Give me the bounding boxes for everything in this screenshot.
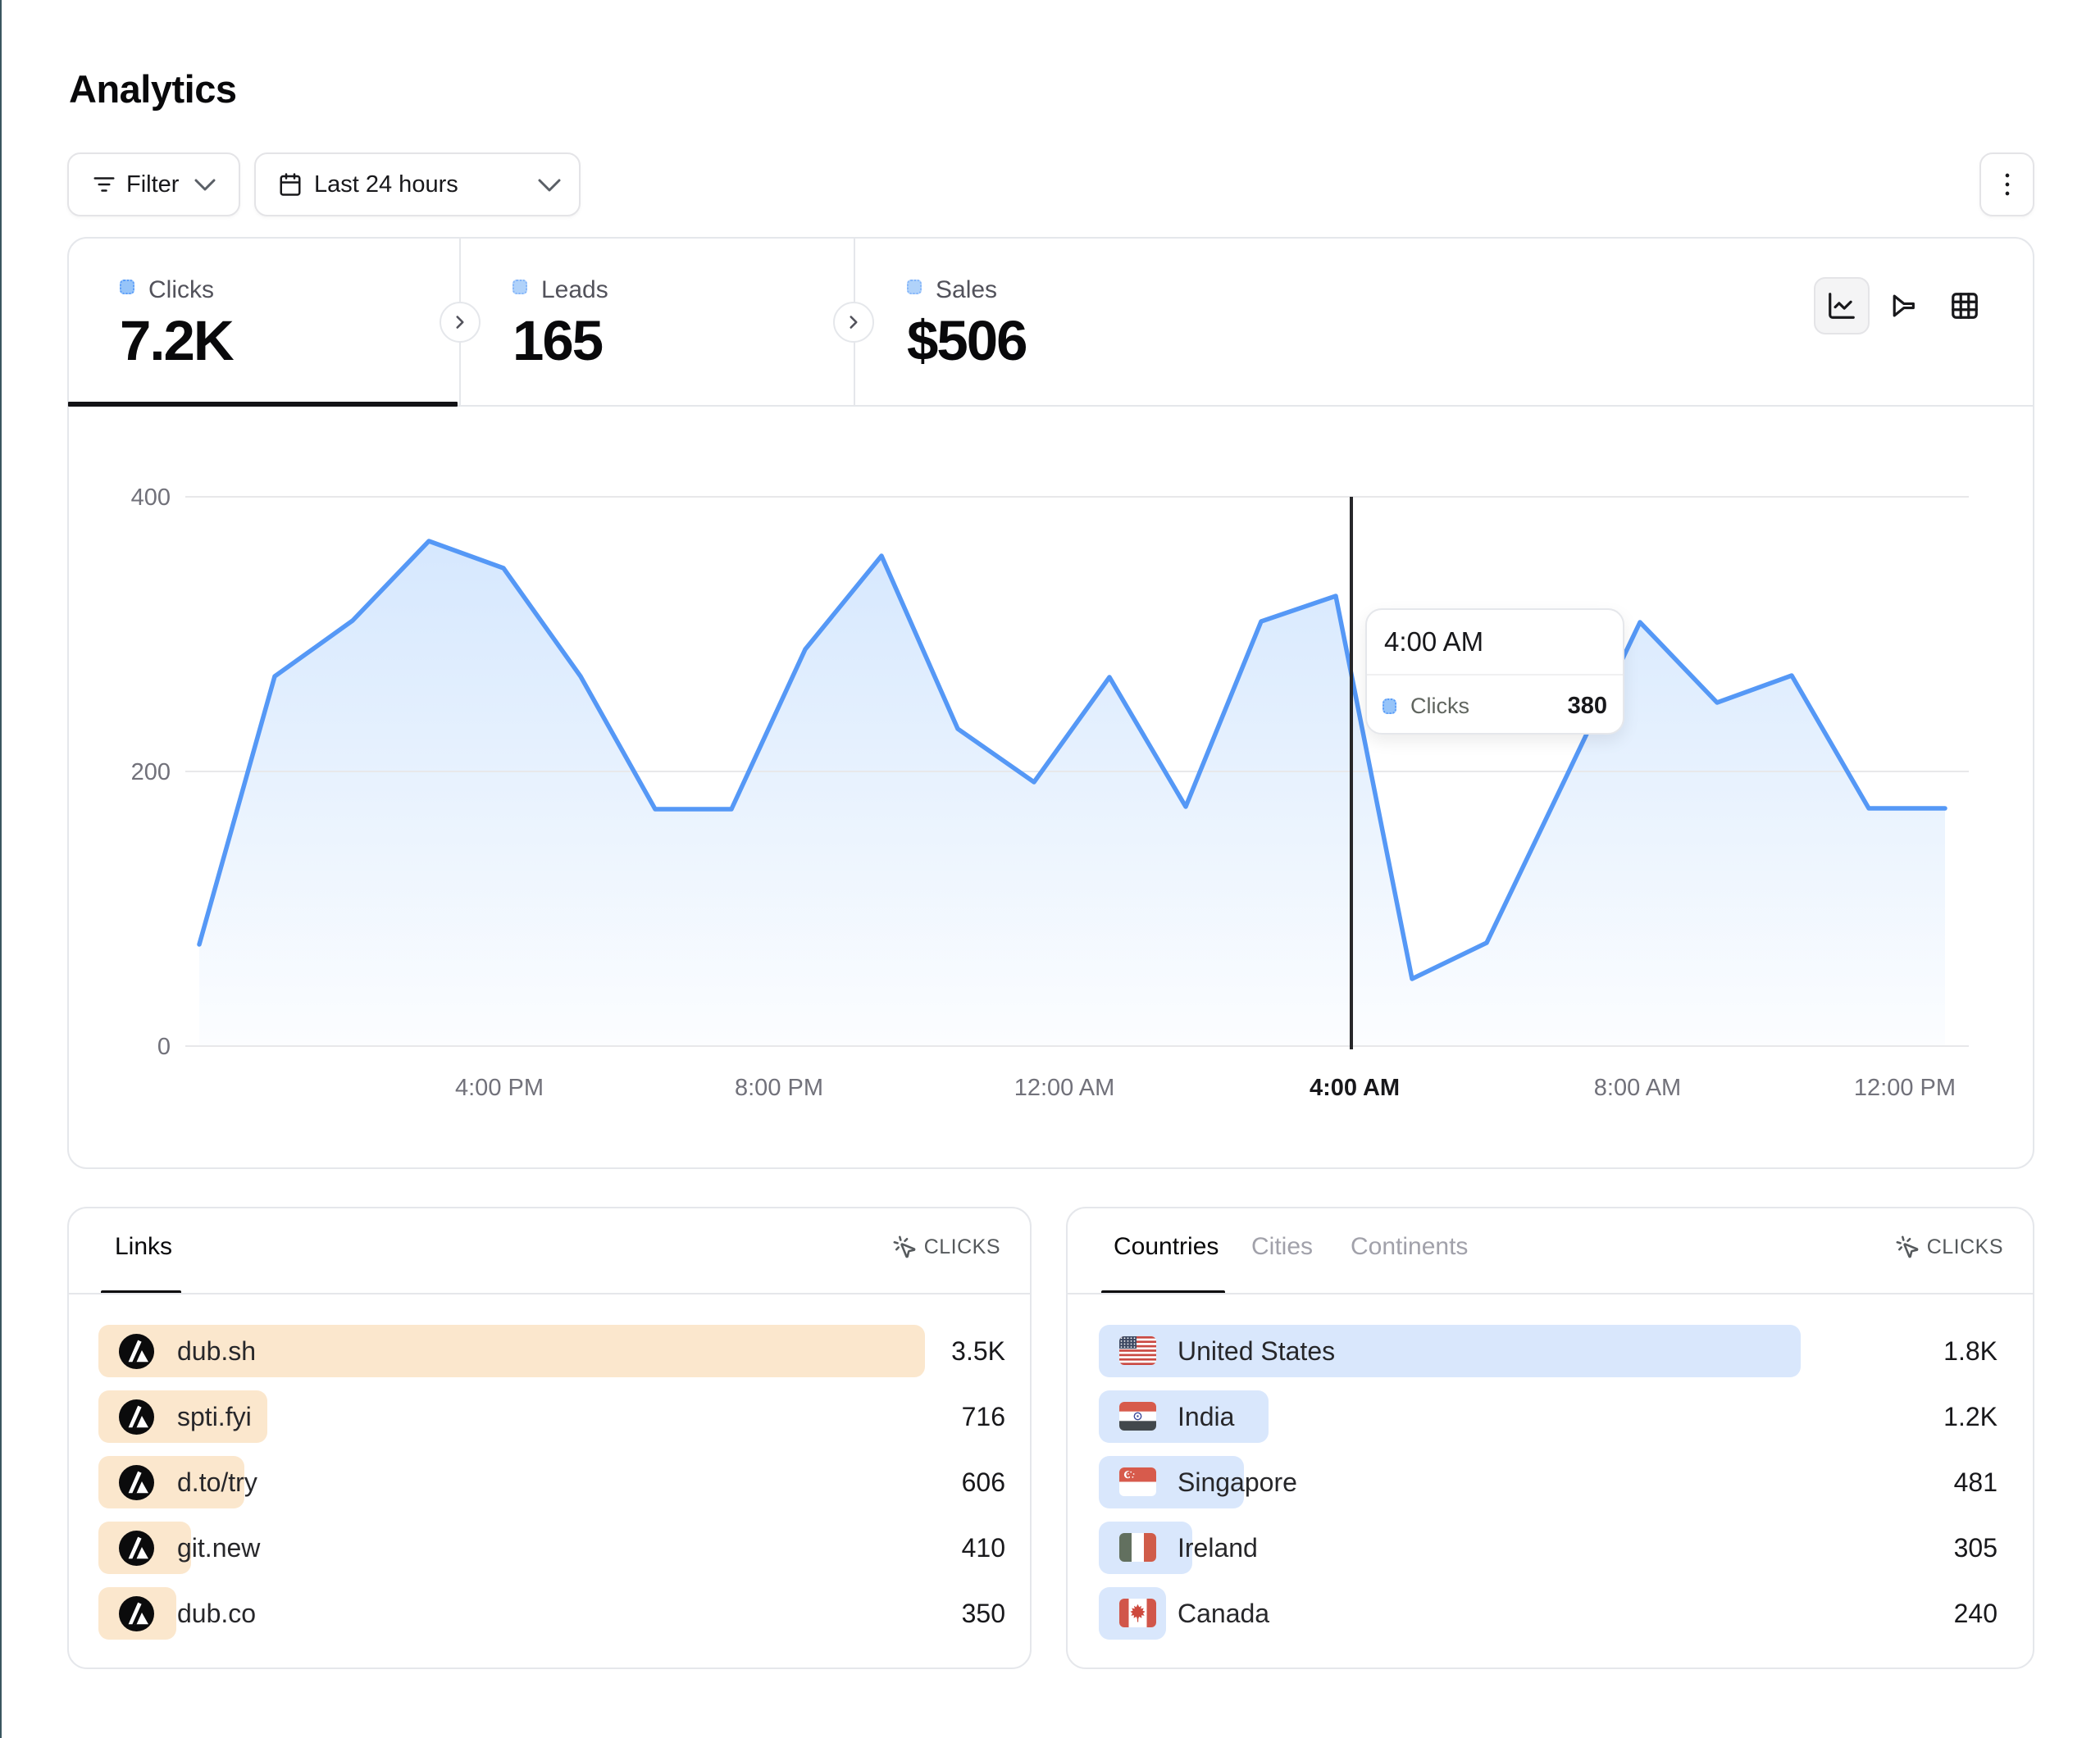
svg-text:12:00 AM: 12:00 AM xyxy=(1014,1075,1115,1101)
svg-text:8:00 AM: 8:00 AM xyxy=(1594,1075,1681,1101)
svg-text:4:00 PM: 4:00 PM xyxy=(455,1075,544,1101)
svg-text:12:00 PM: 12:00 PM xyxy=(1854,1075,1956,1101)
svg-text:4:00 AM: 4:00 AM xyxy=(1310,1075,1400,1101)
svg-text:200: 200 xyxy=(131,759,171,785)
svg-text:0: 0 xyxy=(157,1034,171,1060)
svg-text:400: 400 xyxy=(131,485,171,511)
svg-text:8:00 PM: 8:00 PM xyxy=(735,1075,823,1101)
